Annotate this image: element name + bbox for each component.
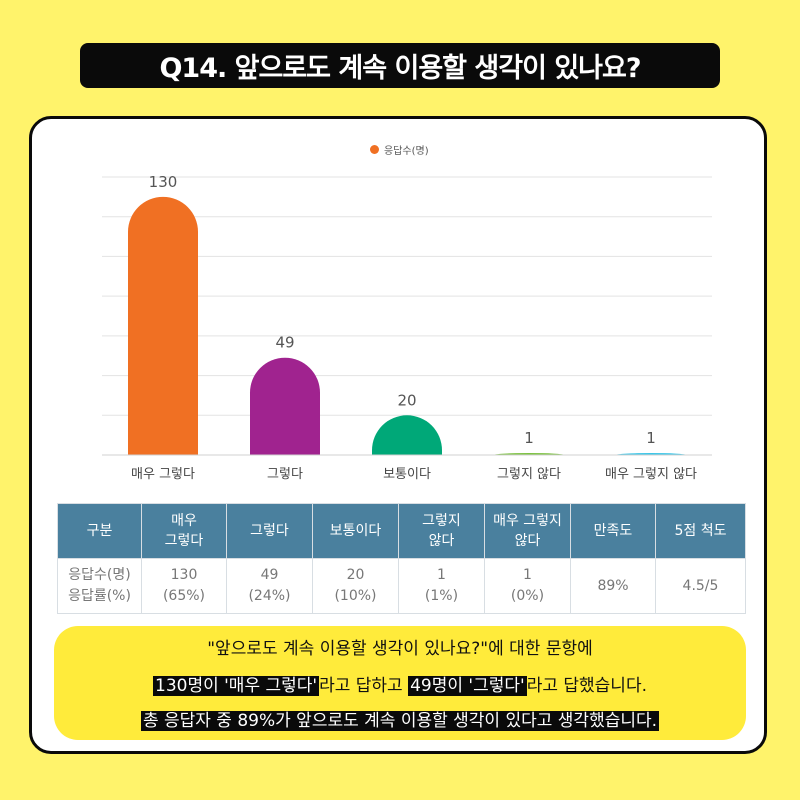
x-tick-label: 그렇지 않다 xyxy=(497,467,561,482)
x-tick-label: 매우 그렇지 않다 xyxy=(605,467,697,482)
page-title: Q14. 앞으로도 계속 이용할 생각이 있나요? xyxy=(80,43,720,88)
summary-text: 라고 답했습니다. xyxy=(526,676,647,696)
table-header-cell: 그렇지 않다 xyxy=(398,503,485,559)
summary-highlight-1: 130명이 '매우 그렇다' xyxy=(153,676,320,696)
table-cell: 20 (10%) xyxy=(312,558,399,614)
table-header-cell: 그렇다 xyxy=(226,503,313,559)
table-cell: 1 (0%) xyxy=(484,558,571,614)
table-header-cell: 만족도 xyxy=(570,503,656,559)
table-header-cell: 매우 그렇지 않다 xyxy=(484,503,571,559)
summary-highlight-2: 49명이 '그렇다' xyxy=(408,676,527,696)
summary-box: "앞으로도 계속 이용할 생각이 있나요?"에 대한 문항에 130명이 '매우… xyxy=(54,626,746,740)
table-cell: 응답수(명) 응답률(%) xyxy=(57,558,142,614)
bar xyxy=(372,415,442,455)
table-cell: 1 (1%) xyxy=(398,558,485,614)
summary-line-2: 130명이 '매우 그렇다' 라고 답하고 49명이 '그렇다' 라고 답했습니다. xyxy=(54,671,746,696)
table-header-cell: 매우 그렇다 xyxy=(141,503,227,559)
bar xyxy=(250,357,320,455)
summary-line-1: "앞으로도 계속 이용할 생각이 있나요?"에 대한 문항에 xyxy=(207,639,593,659)
table-header-cell: 5점 척도 xyxy=(655,503,746,559)
table-cell: 49 (24%) xyxy=(226,558,313,614)
legend-swatch xyxy=(370,145,379,154)
x-tick-label: 보통이다 xyxy=(383,467,431,482)
table-cell: 89% xyxy=(570,558,656,614)
summary-line-3: 총 응답자 중 89%가 앞으로도 계속 이용할 생각이 있다고 생각했습니다. xyxy=(54,706,746,731)
x-tick-label: 매우 그렇다 xyxy=(131,467,195,482)
summary-highlight-3: 총 응답자 중 89%가 앞으로도 계속 이용할 생각이 있다고 생각했습니다. xyxy=(140,711,660,731)
table-cell: 4.5/5 xyxy=(655,558,746,614)
data-label: 49 xyxy=(275,334,294,352)
data-label: 1 xyxy=(524,429,534,447)
results-table: 구분 매우 그렇다 그렇다 보통이다 그렇지 않다 매우 그렇지 않다 만족도 5점 척도 응답수(… xyxy=(57,503,746,614)
table-row: 응답수(명) 응답률(%) 130 (65%) 49 (24%) 20 (10%) 1 (1%) 1… xyxy=(57,558,746,614)
bar xyxy=(128,196,198,455)
legend-label: 응답수(명) xyxy=(384,146,429,157)
data-label: 1 xyxy=(646,429,656,447)
data-label: 20 xyxy=(397,391,416,409)
data-label: 130 xyxy=(149,173,178,191)
bar-chart: 130 매우 그렇다 49 그렇다 20 보통이다 1 그렇지 않다 1 매우 그렇지 않다 xyxy=(102,173,712,482)
table-header-row: 구분 매우 그렇다 그렇다 보통이다 그렇지 않다 매우 그렇지 않다 만족도 5점 척도 xyxy=(57,503,746,559)
table-header-cell: 구분 xyxy=(57,503,142,559)
summary-text: 라고 답하고 xyxy=(319,676,409,696)
chart-legend: 응답수(명) xyxy=(370,142,429,157)
table-header-cell: 보통이다 xyxy=(312,503,399,559)
x-tick-label: 그렇다 xyxy=(267,467,303,482)
table-cell: 130 (65%) xyxy=(141,558,227,614)
